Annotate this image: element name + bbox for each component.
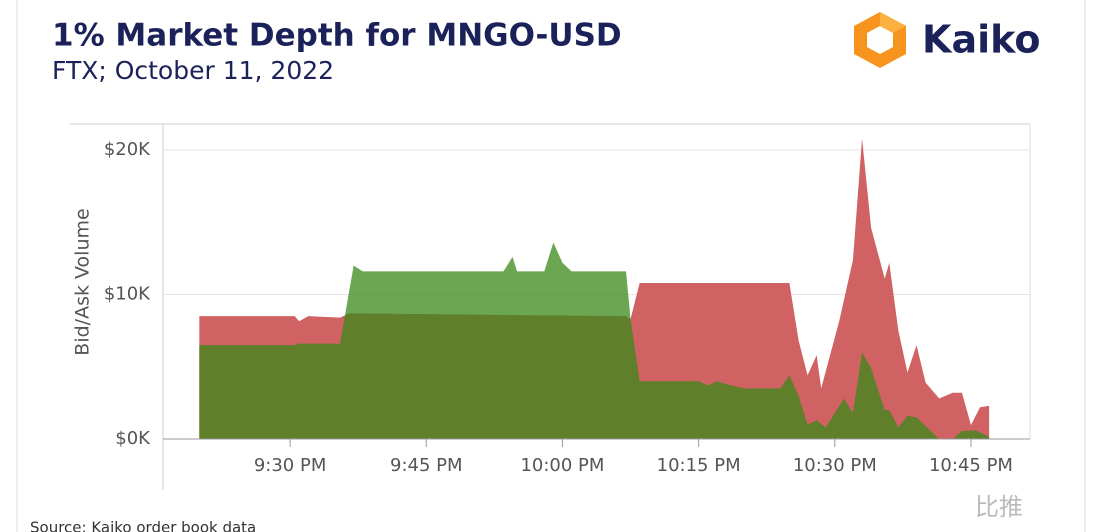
brand: Kaiko (922, 18, 1040, 62)
chart-subtitle: FTX; October 11, 2022 (52, 56, 334, 85)
x-tick-label: 9:45 PM (390, 455, 463, 476)
y-tick-label: $20K (104, 139, 151, 160)
x-tick-label: 10:00 PM (520, 455, 604, 476)
logo-icon (854, 12, 906, 68)
y-tick-label: $0K (115, 428, 151, 449)
x-tick-label: 10:30 PM (793, 455, 877, 476)
x-tick-label: 10:45 PM (929, 455, 1013, 476)
area (199, 242, 990, 439)
watermark: 比推 (975, 493, 1023, 521)
x-tick-label: 9:30 PM (254, 455, 327, 476)
chart-title: 1% Market Depth for MNGO-USD (52, 18, 622, 54)
y-axis-label: Bid/Ask Volume (72, 208, 94, 355)
x-tick-label: 10:15 PM (657, 455, 741, 476)
y-tick-label: $10K (104, 284, 151, 305)
source: Source: Kaiko order book data (30, 519, 256, 532)
